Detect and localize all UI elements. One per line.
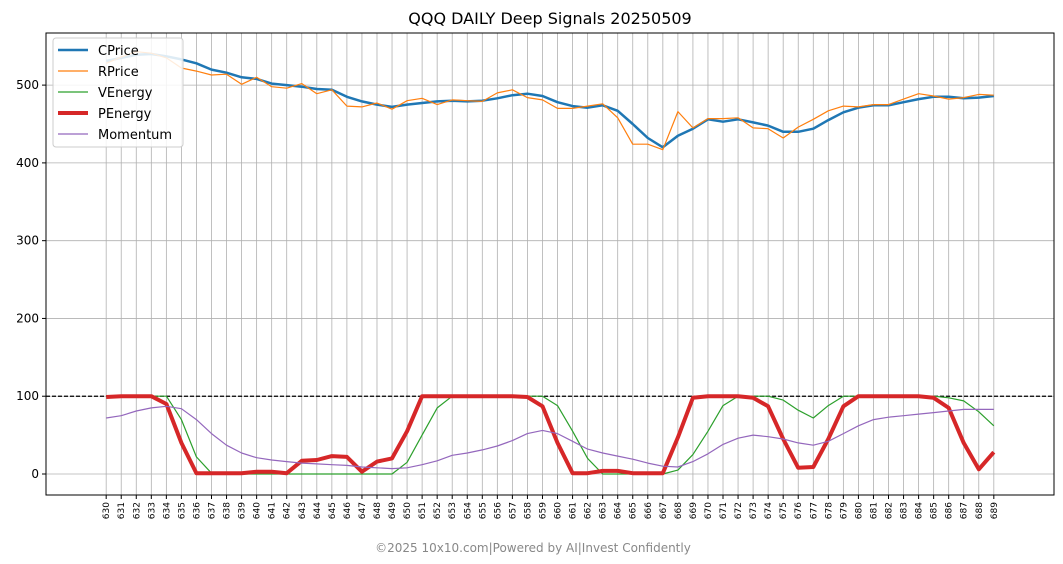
x-tick-label: 631 <box>117 502 127 519</box>
x-tick-label: 664 <box>614 502 624 519</box>
x-tick-label: 653 <box>448 502 458 519</box>
x-tick-label: 634 <box>162 502 172 519</box>
y-tick-label: 400 <box>16 156 39 170</box>
x-tick-label: 676 <box>794 502 804 519</box>
x-tick-label: 648 <box>373 502 383 519</box>
x-tick-label: 675 <box>779 502 789 519</box>
x-tick-label: 682 <box>885 502 895 519</box>
legend-label: VEnergy <box>98 86 153 101</box>
x-tick-label: 687 <box>960 502 970 519</box>
x-tick-label: 658 <box>523 502 533 519</box>
series-line-momentum <box>106 405 994 470</box>
legend-label: PEnergy <box>98 107 152 122</box>
series-layer <box>105 51 996 476</box>
x-tick-label: 645 <box>328 502 338 519</box>
x-tick-label: 641 <box>268 502 278 519</box>
x-tick-label: 633 <box>147 502 157 519</box>
x-tick-label: 644 <box>313 502 323 519</box>
x-tick-label: 647 <box>358 502 368 519</box>
x-tick-label: 673 <box>749 502 759 519</box>
x-tick-label: 639 <box>238 502 248 519</box>
x-tick-label: 651 <box>418 502 428 519</box>
chart-title: QQQ DAILY Deep Signals 20250509 <box>408 9 691 28</box>
x-tick-label: 688 <box>975 502 985 519</box>
x-tick-label: 655 <box>478 502 488 519</box>
x-tick-label: 643 <box>298 502 308 519</box>
y-tick-label: 300 <box>16 234 39 248</box>
x-tick-label: 649 <box>388 502 398 519</box>
x-tick-label: 683 <box>900 502 910 519</box>
x-tick-label: 670 <box>704 502 714 519</box>
series-line-penergy <box>106 394 996 476</box>
x-tick-label: 662 <box>584 502 594 519</box>
x-tick-label: 671 <box>719 502 729 519</box>
plot-frame <box>45 32 1055 496</box>
x-tick-label: 680 <box>854 502 864 519</box>
x-tick-label: 632 <box>132 502 142 519</box>
x-tick-label: 656 <box>493 502 503 519</box>
legend-label: RPrice <box>98 65 139 80</box>
x-tick-label: 669 <box>689 502 699 519</box>
y-tick-label: 500 <box>16 78 39 92</box>
x-tick-label: 665 <box>629 502 639 519</box>
y-tick-label: 200 <box>16 311 39 325</box>
series-line-cprice <box>105 52 994 149</box>
y-tick-label: 100 <box>16 389 39 403</box>
series-line-rprice <box>105 51 994 151</box>
footer-text: ©2025 10x10.com|Powered by AI|Invest Con… <box>375 541 691 555</box>
x-tick-label: 685 <box>930 502 940 519</box>
x-tick-label: 672 <box>734 502 744 519</box>
x-tick-label: 652 <box>433 502 443 519</box>
x-tick-label: 677 <box>809 502 819 519</box>
x-tick-label: 630 <box>102 502 112 519</box>
x-tick-label: 674 <box>764 502 774 519</box>
x-tick-label: 642 <box>283 502 293 519</box>
legend: CPrice RPrice VEnergy PEnergy Momentum <box>52 37 184 148</box>
x-tick-label: 659 <box>538 502 548 519</box>
x-tick-label: 661 <box>569 502 579 519</box>
legend-label: Momentum <box>98 128 172 143</box>
x-tick-label: 668 <box>674 502 684 519</box>
x-tick-label: 679 <box>839 502 849 519</box>
x-tick-label: 666 <box>644 502 654 519</box>
y-tick-label: 0 <box>31 467 39 481</box>
x-tick-label: 638 <box>223 502 233 519</box>
x-tick-label: 654 <box>463 502 473 519</box>
x-tick-label: 686 <box>945 502 955 519</box>
legend-label: CPrice <box>98 44 139 59</box>
x-tick-label: 689 <box>990 502 1000 519</box>
x-tick-label: 650 <box>403 502 413 519</box>
legend-box <box>52 37 184 148</box>
x-tick-label: 667 <box>659 502 669 519</box>
x-tick-label: 657 <box>508 502 518 519</box>
x-tick-label: 684 <box>915 502 925 519</box>
x-tick-label: 637 <box>207 502 217 519</box>
x-axis: 630 631 632 633 634 635 636 637 638 639 640 641 642 6… <box>102 495 1000 519</box>
x-tick-label: 635 <box>177 502 187 519</box>
x-tick-label: 640 <box>253 502 263 519</box>
x-tick-label: 636 <box>192 502 202 519</box>
series-line-venergy <box>106 395 995 475</box>
x-tick-label: 663 <box>599 502 609 519</box>
x-tick-label: 678 <box>824 502 834 519</box>
y-axis: 0 100 200 300 400 500 <box>16 78 46 481</box>
x-tick-label: 646 <box>343 502 353 519</box>
x-tick-label: 660 <box>554 502 564 519</box>
x-tick-label: 681 <box>869 502 879 519</box>
